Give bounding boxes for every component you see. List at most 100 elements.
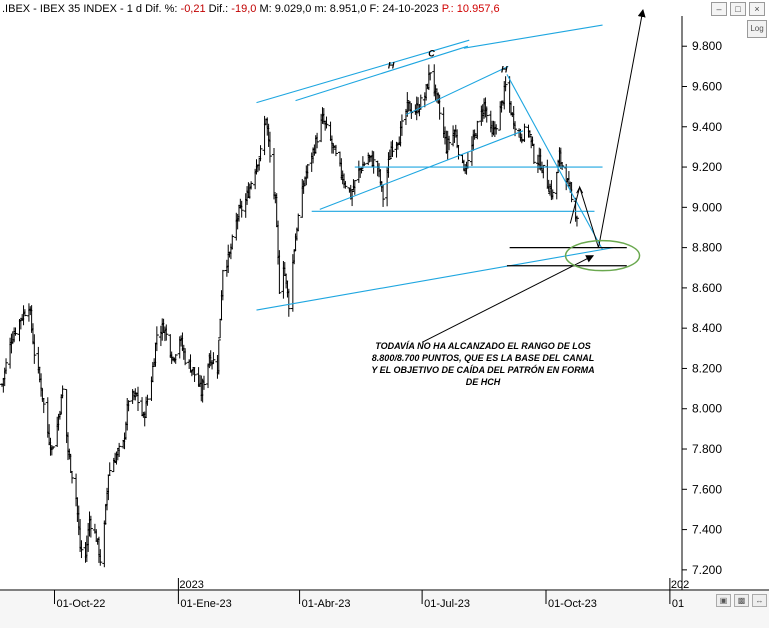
ohlc-bar [173,354,178,364]
ohlc-bar [343,180,348,189]
ohlc-bars [0,64,579,568]
channel-lower [256,247,614,311]
ohlc-bar [211,352,216,365]
ohlc-bar [352,180,357,195]
target-ellipse [564,239,641,272]
axes: 9.800 9.600 9.400 9.200 9.000 8.800 8.600 8.400… [0,16,769,628]
ohlc-bar [239,200,244,218]
dif-value: -19,0 [231,3,257,15]
restore-icon[interactable]: □ [730,2,746,16]
min-text: m: 8.951,0 [314,3,367,15]
max-text: M: 9.029,0 [259,3,312,15]
y-tick-label: 9.400 [692,120,722,134]
right-shoulder-decline [506,74,604,250]
ohlc-bar [305,164,310,179]
ohlc-bar [409,103,414,119]
ohlc-bar [371,151,376,174]
ohlc-bar [68,453,73,473]
channel-upper-3 [463,24,603,49]
scroll-icon[interactable]: ↔ [752,594,767,607]
ohlc-bar [301,180,306,194]
y-tick-label: 8.400 [692,321,722,335]
ohlc-bar [315,132,320,149]
ohlc-bar [550,189,555,200]
x-tick-label: 01-Oct-23 [548,598,597,610]
ohlc-bar [70,471,75,484]
chart-overlays: H C H [388,48,641,272]
y-tick-label: 9.600 [692,79,722,93]
x-tick-label: 01-Abr-23 [302,598,351,610]
ohlc-bar [88,515,93,538]
dif-pct-value: -0,21 [180,3,206,15]
ohlc-bar [405,92,410,117]
dif-label: Dif.: [208,3,229,15]
ohlc-bar [574,215,579,227]
dif-pct-label: Dif. %: [145,3,178,15]
annotation-arrow [421,255,595,343]
window-controls: – □ × [711,2,765,16]
date-text: F: 24-10-2023 [369,3,439,15]
y-tick-label: 8.000 [692,402,722,416]
ohlc-bar [145,394,150,406]
y-tick-label: 7.600 [692,482,722,496]
ohlc-bar [126,400,131,412]
minimize-icon[interactable]: – [711,2,727,16]
pattern-label: C [428,48,435,58]
arrows [421,8,646,343]
y-tick-label: 8.600 [692,281,722,295]
ohlc-bar [277,250,282,294]
ohlc-bar [216,339,221,375]
ohlc-bar [13,327,18,336]
ohlc-bar [171,356,176,362]
y-tick-label: 9.200 [692,160,722,174]
ohlc-bar [465,151,470,169]
y-tick-label: 7.800 [692,442,722,456]
x-tick-label: 01-Jul-23 [424,598,470,610]
fit-icon[interactable]: ▣ [716,594,731,607]
pattern-label: H [388,60,395,70]
ohlc-bar [32,334,37,364]
ohlc-bar [499,100,504,113]
ohlc-bar [41,398,46,414]
ohlc-bar [362,161,367,167]
ohlc-bar [154,326,159,352]
ohlc-bar [484,106,489,123]
ohlc-bar [107,462,112,476]
ohlc-bar [447,135,452,151]
projection-arrow [569,8,646,248]
zoom-icon[interactable]: ▩ [734,594,749,607]
ohlc-bar [387,149,392,160]
chart-header: .IBEX - IBEX 35 INDEX - 1 d Dif. %: -0,2… [2,2,500,17]
channel-upper [256,39,470,104]
ohlc-bar [4,358,9,375]
ohlc-bar [183,348,188,366]
ohlc-bar [220,269,225,301]
ohlc-bar [98,549,103,566]
log-scale-button[interactable]: Log [747,20,767,38]
ohlc-bar [117,442,122,458]
ohlc-bar [531,144,536,164]
ohlc-bar [267,131,272,163]
y-tick-label: 7.400 [692,523,722,537]
y-tick-label: 8.800 [692,241,722,255]
ohlc-bar [494,124,499,135]
year-label: 202 [671,579,689,591]
x-axis-band [0,591,769,628]
close-icon[interactable]: × [749,2,765,16]
ohlc-bar [390,140,395,157]
ohlc-bar [324,116,329,129]
year-label: 2023 [179,579,203,591]
ohlc-bar [560,162,565,170]
hch-neckline [319,130,524,210]
bounce-arrowhead [576,186,584,194]
ohlc-bar [230,234,235,249]
p-text: P.: 10.957,6 [441,3,500,15]
symbol-text: .IBEX - IBEX 35 INDEX - 1 d [2,3,142,15]
ohlc-bar [136,386,140,411]
ohlc-bar [272,147,276,200]
ohlc-bar [282,262,287,276]
ohlc-bar [399,114,404,136]
